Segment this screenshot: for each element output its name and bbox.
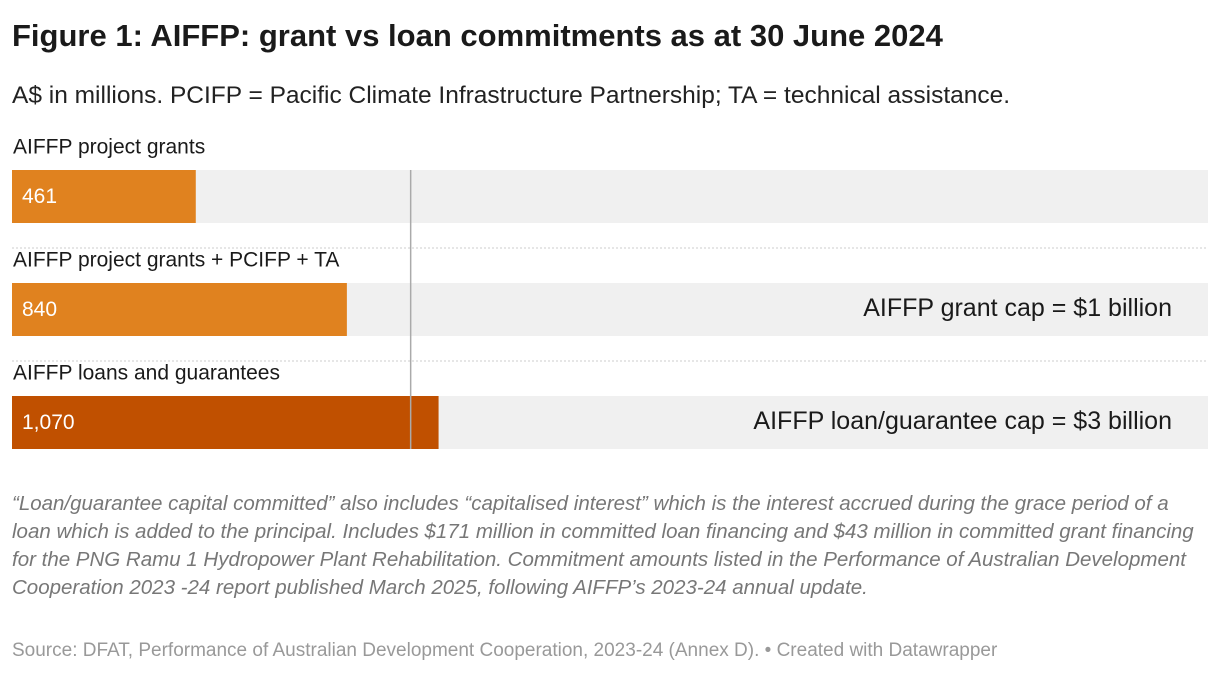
category-label: AIFFP project grants + PCIFP + TA xyxy=(13,249,339,272)
chart-subtitle: A$ in millions. PCIFP = Pacific Climate … xyxy=(12,82,1011,109)
bar xyxy=(12,283,347,336)
value-label: 461 xyxy=(22,185,57,208)
annotation: AIFFP grant cap = $1 billion xyxy=(863,294,1172,322)
category-label: AIFFP loans and guarantees xyxy=(13,362,280,385)
bar xyxy=(12,396,439,449)
bar xyxy=(12,170,196,223)
category-label: AIFFP project grants xyxy=(13,136,205,159)
source: Source: DFAT, Performance of Australian … xyxy=(12,640,998,661)
notes: “Loan/guarantee capital committed” also … xyxy=(12,492,1194,599)
chart-title: Figure 1: AIFFP: grant vs loan commitmen… xyxy=(12,18,943,53)
annotation: AIFFP loan/guarantee cap = $3 billion xyxy=(753,407,1172,435)
bar-track xyxy=(12,170,1208,223)
value-label: 1,070 xyxy=(22,411,75,434)
chart: AIFFP project grants 461 AIFFP project gra… xyxy=(12,136,1208,449)
value-label: 840 xyxy=(22,298,57,321)
